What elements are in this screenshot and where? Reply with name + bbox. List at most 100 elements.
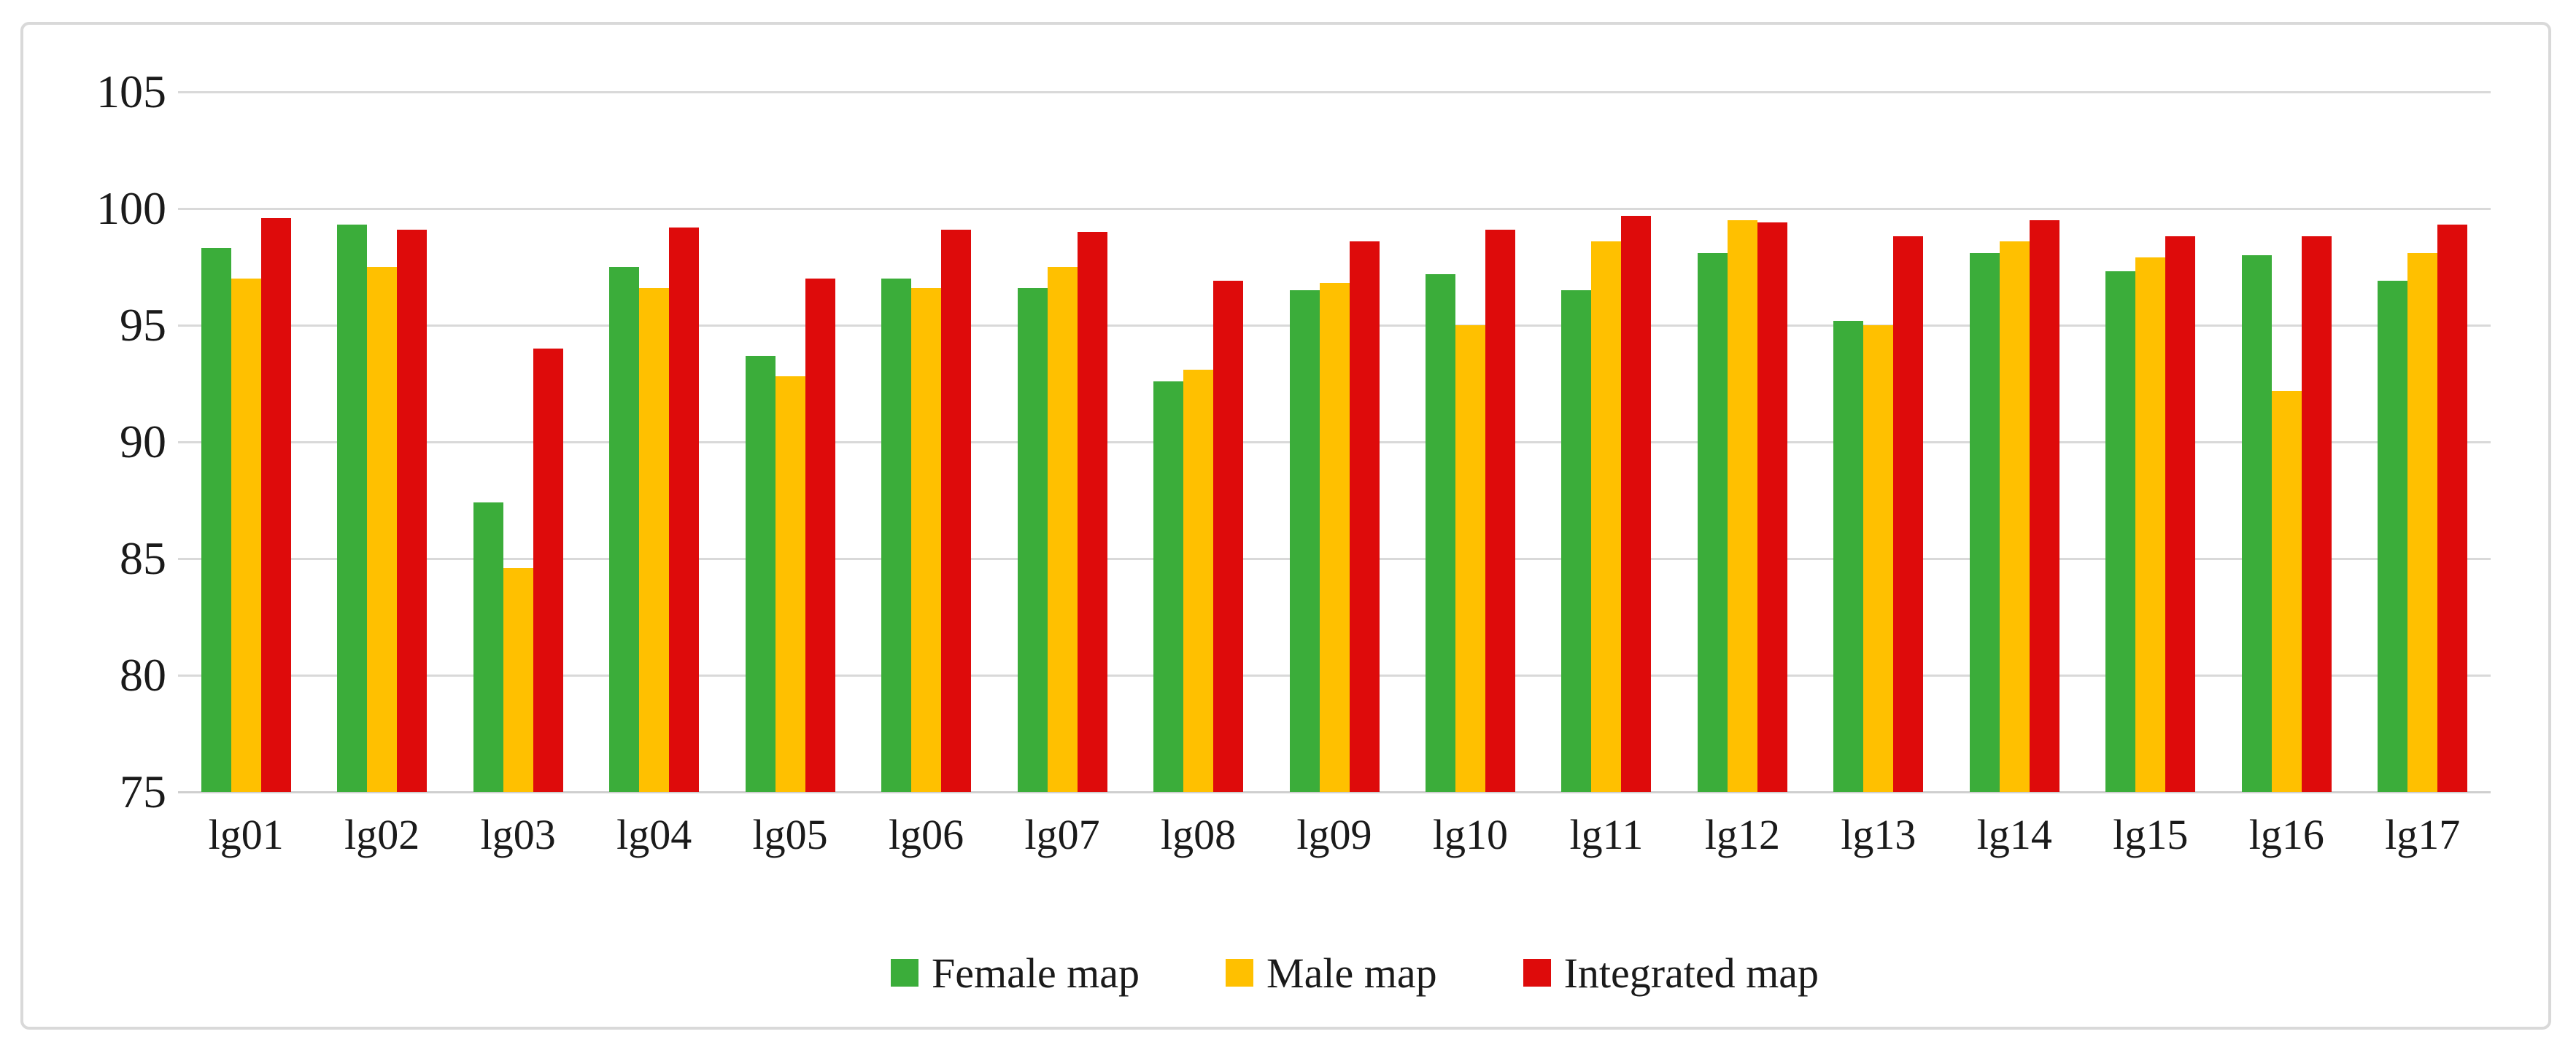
gridline-75 [178, 790, 2491, 793]
bar-lg11-female-map [1561, 290, 1592, 792]
legend: Female map Male map Integrated map [198, 938, 2511, 1008]
bar-lg12-integrated-map [1757, 222, 1787, 792]
bar-lg07-male-map [1047, 267, 1078, 792]
x-axis-label-lg01: lg01 [208, 811, 284, 858]
bar-lg09-female-map [1289, 290, 1320, 792]
bar-group-lg08 [1153, 92, 1244, 792]
bar-group-lg10 [1425, 92, 1515, 792]
bar-lg16-female-map [2241, 255, 2272, 792]
bar-lg16-integrated-map [2301, 236, 2332, 792]
bar-lg04-female-map [609, 267, 640, 792]
bar-lg13-female-map [1833, 320, 1864, 792]
bar-lg15-male-map [2135, 257, 2166, 792]
legend-swatch-male-map [1226, 959, 1254, 987]
chart-frame: 105 100 95 90 85 80 75 lg01 lg02 lg03 lg04 lg05 lg06… [20, 22, 2551, 1030]
bar-lg06-male-map [911, 287, 942, 792]
y-axis-label-80: 80 [120, 649, 166, 701]
bar-lg16-male-map [2271, 390, 2302, 792]
y-axis-label-75: 75 [120, 766, 166, 817]
gridline-100 [178, 207, 2491, 210]
bar-lg03-male-map [503, 567, 533, 792]
bar-lg14-integrated-map [2029, 220, 2059, 792]
bar-lg05-female-map [745, 355, 775, 792]
bar-lg09-male-map [1319, 283, 1350, 792]
bar-lg02-male-map [367, 267, 398, 792]
bar-lg07-female-map [1017, 287, 1048, 792]
bar-lg11-integrated-map [1621, 215, 1652, 792]
legend-label: Female map [931, 949, 1140, 997]
bar-lg14-female-map [1969, 252, 2000, 792]
bar-lg01-female-map [201, 248, 231, 792]
bar-group-lg05 [745, 92, 835, 792]
bar-lg05-integrated-map [805, 279, 835, 792]
y-axis-label-85: 85 [120, 532, 166, 584]
bar-lg10-integrated-map [1485, 229, 1515, 792]
bar-lg03-integrated-map [533, 349, 563, 792]
bar-lg11-male-map [1591, 241, 1622, 792]
y-axis-label-95: 95 [120, 299, 166, 351]
legend-swatch-integrated-map [1523, 959, 1551, 987]
bar-group-lg15 [2105, 92, 2196, 792]
x-axis-label-lg14: lg14 [1976, 811, 2052, 858]
bar-lg13-integrated-map [1893, 236, 1924, 792]
legend-item-male-map: Male map [1226, 949, 1437, 998]
y-axis-label-105: 105 [96, 66, 166, 117]
bar-group-lg14 [1969, 92, 2059, 792]
bar-group-lg07 [1017, 92, 1107, 792]
x-axis-label-lg17: lg17 [2385, 811, 2461, 858]
bar-lg15-female-map [2105, 271, 2136, 792]
bar-lg02-female-map [337, 225, 368, 792]
bar-lg08-female-map [1153, 381, 1184, 792]
x-axis-label-lg09: lg09 [1296, 811, 1372, 858]
bar-group-lg13 [1833, 92, 1924, 792]
bar-lg13-male-map [1863, 325, 1894, 792]
gridline-105 [178, 90, 2491, 93]
bar-group-lg17 [2378, 92, 2468, 792]
bar-lg12-male-map [1727, 220, 1757, 792]
x-axis-label-lg13: lg13 [1841, 811, 1916, 858]
bar-group-lg03 [473, 92, 563, 792]
x-axis-label-lg04: lg04 [616, 811, 692, 858]
bar-group-lg09 [1289, 92, 1380, 792]
bar-lg06-female-map [881, 279, 912, 792]
bar-group-lg12 [1697, 92, 1787, 792]
bar-lg06-integrated-map [941, 229, 972, 792]
bar-lg09-integrated-map [1349, 241, 1380, 792]
x-axis-label-lg12: lg12 [1704, 811, 1780, 858]
bar-lg03-female-map [473, 502, 503, 792]
bar-group-lg16 [2241, 92, 2332, 792]
x-axis-label-lg15: lg15 [2113, 811, 2189, 858]
x-axis-label-lg03: lg03 [480, 811, 556, 858]
y-axis-label-100: 100 [96, 182, 166, 234]
bar-lg07-integrated-map [1077, 232, 1107, 792]
x-axis-label-lg07: lg07 [1024, 811, 1100, 858]
bar-lg10-female-map [1425, 273, 1455, 792]
bar-lg01-integrated-map [260, 217, 291, 792]
bar-lg08-integrated-map [1213, 281, 1244, 792]
x-axis-label-lg06: lg06 [889, 811, 964, 858]
bar-lg01-male-map [231, 279, 261, 792]
legend-item-female-map: Female map [890, 949, 1140, 998]
x-axis-label-lg10: lg10 [1432, 811, 1509, 858]
bar-lg14-male-map [1999, 241, 2030, 792]
bar-lg04-male-map [639, 287, 670, 792]
x-axis-label-lg02: lg02 [344, 811, 420, 858]
bar-lg17-integrated-map [2437, 225, 2468, 792]
legend-swatch-female-map [890, 959, 918, 987]
bar-lg17-male-map [2407, 252, 2438, 792]
bar-lg08-male-map [1183, 369, 1214, 792]
bar-group-lg04 [609, 92, 700, 792]
bar-lg15-integrated-map [2165, 236, 2196, 792]
bar-group-lg11 [1561, 92, 1652, 792]
x-axis-label-lg05: lg05 [752, 811, 828, 858]
x-axis-label-lg11: lg11 [1569, 811, 1644, 858]
x-axis-label-lg08: lg08 [1160, 811, 1237, 858]
bar-lg05-male-map [775, 376, 805, 792]
bar-lg12-female-map [1697, 252, 1728, 792]
bar-group-lg02 [337, 92, 428, 792]
bar-lg10-male-map [1455, 325, 1485, 792]
bar-lg17-female-map [2378, 281, 2408, 792]
bar-group-lg06 [881, 92, 972, 792]
legend-label: Integrated map [1563, 949, 1819, 997]
x-axis-label-lg16: lg16 [2248, 811, 2324, 858]
